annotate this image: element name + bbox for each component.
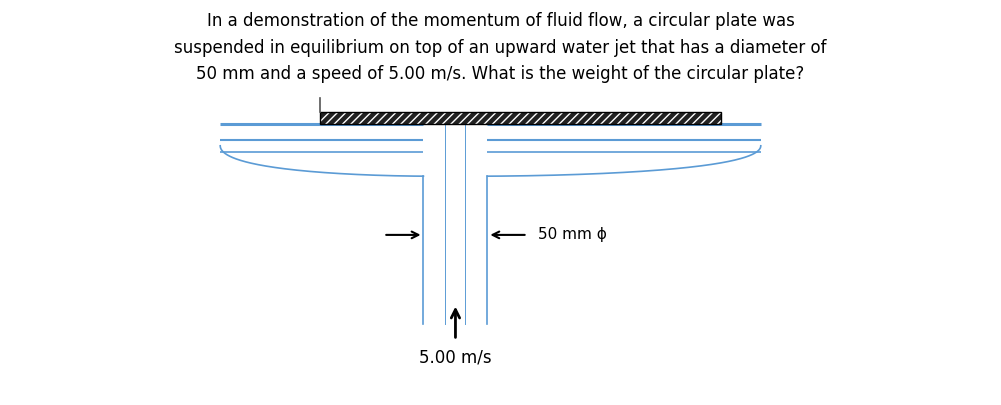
Bar [320, 112, 721, 124]
Text: 5.00 m/s: 5.00 m/s [419, 348, 491, 366]
Text: In a demonstration of the momentum of fluid flow, a circular plate was
suspended: In a demonstration of the momentum of fl… [174, 12, 827, 83]
Bar [320, 112, 721, 124]
Text: 50 mm ϕ: 50 mm ϕ [538, 227, 607, 243]
